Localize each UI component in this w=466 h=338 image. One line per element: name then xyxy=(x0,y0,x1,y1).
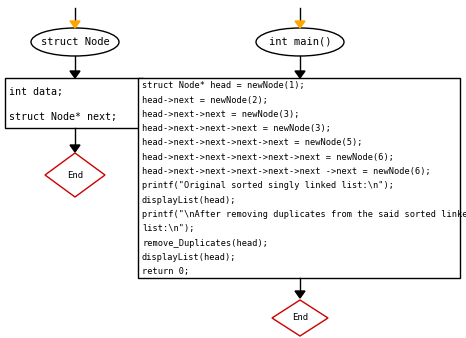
Polygon shape xyxy=(295,291,305,298)
Ellipse shape xyxy=(256,28,344,56)
Text: displayList(head);: displayList(head); xyxy=(142,253,237,262)
Text: printf("Original sorted singly linked list:\n");: printf("Original sorted singly linked li… xyxy=(142,182,394,190)
Text: struct Node* next;: struct Node* next; xyxy=(9,112,117,122)
Text: End: End xyxy=(292,314,308,322)
Text: printf("\nAfter removing duplicates from the said sorted linked: printf("\nAfter removing duplicates from… xyxy=(142,210,466,219)
Text: int main(): int main() xyxy=(269,37,331,47)
Text: list:\n");: list:\n"); xyxy=(142,224,194,233)
Polygon shape xyxy=(70,71,80,78)
Text: head->next->next = newNode(3);: head->next->next = newNode(3); xyxy=(142,110,300,119)
Polygon shape xyxy=(70,21,80,28)
Text: displayList(head);: displayList(head); xyxy=(142,196,237,204)
Text: struct Node: struct Node xyxy=(41,37,110,47)
Text: int data;: int data; xyxy=(9,87,63,97)
Text: return 0;: return 0; xyxy=(142,267,189,276)
Bar xyxy=(138,78,460,278)
Polygon shape xyxy=(272,300,328,336)
Text: head->next = newNode(2);: head->next = newNode(2); xyxy=(142,96,268,105)
Text: End: End xyxy=(67,170,83,179)
Text: head->next->next->next->next->next ->next = newNode(6);: head->next->next->next->next->next ->nex… xyxy=(142,167,431,176)
Text: remove_Duplicates(head);: remove_Duplicates(head); xyxy=(142,239,268,247)
Polygon shape xyxy=(295,71,305,78)
Polygon shape xyxy=(70,145,80,152)
Bar xyxy=(5,78,143,128)
Polygon shape xyxy=(295,21,305,28)
Ellipse shape xyxy=(31,28,119,56)
Text: struct Node* head = newNode(1);: struct Node* head = newNode(1); xyxy=(142,81,305,90)
Text: head->next->next->next->next = newNode(5);: head->next->next->next->next = newNode(5… xyxy=(142,139,363,147)
Text: head->next->next->next->next->next = newNode(6);: head->next->next->next->next->next = new… xyxy=(142,153,394,162)
Text: head->next->next->next = newNode(3);: head->next->next->next = newNode(3); xyxy=(142,124,331,133)
Polygon shape xyxy=(45,153,105,197)
